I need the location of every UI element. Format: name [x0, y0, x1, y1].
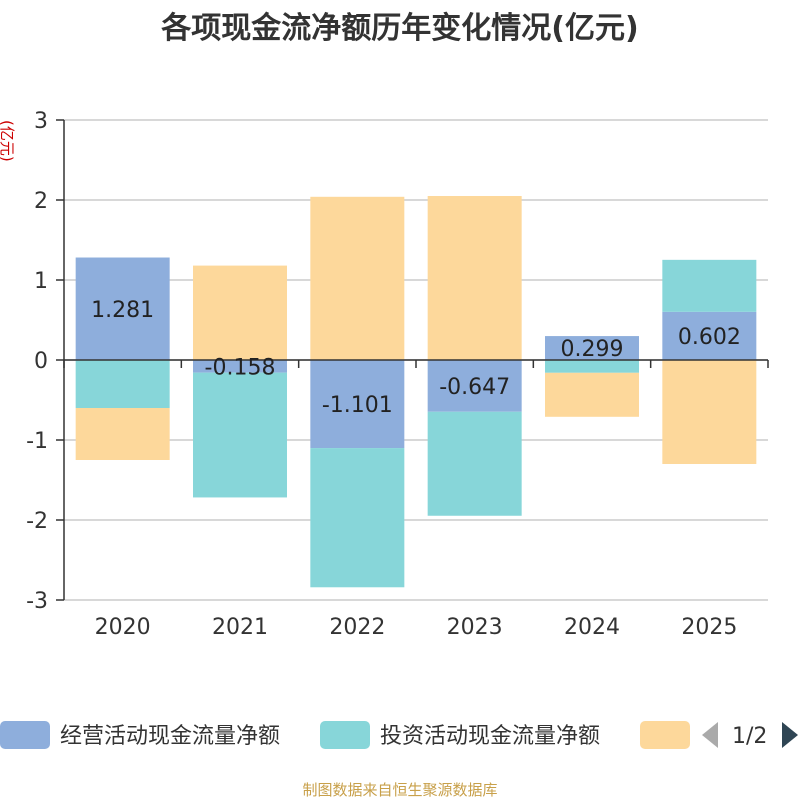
x-tick-label: 2025 [681, 615, 737, 640]
bar-series3-2021[interactable] [193, 265, 287, 360]
chart-title: 各项现金流净额历年变化情况(亿元) [160, 11, 638, 46]
legend: 经营活动现金流量净额 投资活动现金流量净额 1/2 [0, 721, 798, 749]
data-label-2025: 0.602 [678, 325, 741, 350]
x-tick-label: 2021 [212, 615, 268, 640]
axes: 3 2 1 0 -1 -2 -3 2020 2021 2022 2023 2024 2025 [26, 109, 769, 640]
legend-swatch-2[interactable] [320, 721, 370, 749]
legend-next-icon[interactable] [782, 722, 798, 748]
bar-series1-2024[interactable] [545, 336, 639, 360]
data-label-2021: -0.158 [205, 355, 276, 380]
bar-series2-2022[interactable] [310, 448, 405, 588]
y-tick-label: -1 [26, 429, 48, 454]
y-axis-label: (亿元) [0, 120, 16, 162]
data-labels: 1.281 -0.158 -1.101 -0.647 0.299 0.602 [91, 298, 741, 418]
bar-series1-2025[interactable] [662, 311, 757, 360]
y-tick-label: 1 [34, 269, 48, 294]
data-label-2024: 0.299 [561, 337, 624, 362]
y-tick-label: 3 [34, 109, 48, 134]
x-tick-label: 2022 [329, 615, 385, 640]
y-tick-label: 2 [34, 189, 48, 214]
bars [75, 196, 757, 588]
legend-swatch-3[interactable] [640, 721, 690, 749]
bar-series3-2025[interactable] [662, 360, 757, 464]
bar-series1-2020[interactable] [75, 257, 170, 360]
legend-prev-icon[interactable] [702, 722, 718, 748]
x-tick-label: 2023 [447, 615, 503, 640]
source-note: 制图数据来自恒生聚源数据库 [302, 781, 497, 799]
y-tick-label: -3 [26, 589, 48, 614]
bar-series1-2021[interactable] [193, 360, 287, 373]
legend-page-indicator: 1/2 [732, 724, 767, 749]
y-tick-label: -2 [26, 509, 48, 534]
bar-series3-2022[interactable] [310, 196, 405, 360]
bar-series2-2020[interactable] [75, 360, 170, 408]
bar-series3-2023[interactable] [427, 196, 522, 360]
bar-series2-2023[interactable] [427, 411, 522, 516]
legend-label-1[interactable]: 经营活动现金流量净额 [60, 724, 280, 749]
bar-series1-2023[interactable] [427, 360, 522, 412]
bar-series1-2022[interactable] [310, 360, 405, 449]
bar-series2-2024[interactable] [545, 360, 639, 373]
legend-swatch-1[interactable] [0, 721, 50, 749]
legend-label-2[interactable]: 投资活动现金流量净额 [380, 724, 600, 749]
data-label-2022: -1.101 [322, 393, 393, 418]
bar-series2-2025[interactable] [662, 259, 757, 312]
bar-series3-2024[interactable] [545, 372, 639, 417]
data-label-2020: 1.281 [91, 298, 154, 323]
y-tick-label: 0 [34, 349, 48, 374]
x-tick-label: 2024 [564, 615, 620, 640]
bar-series3-2020[interactable] [75, 408, 170, 460]
data-label-2023: -0.647 [439, 375, 510, 400]
x-tick-label: 2020 [95, 615, 151, 640]
bar-series2-2021[interactable] [193, 372, 287, 498]
